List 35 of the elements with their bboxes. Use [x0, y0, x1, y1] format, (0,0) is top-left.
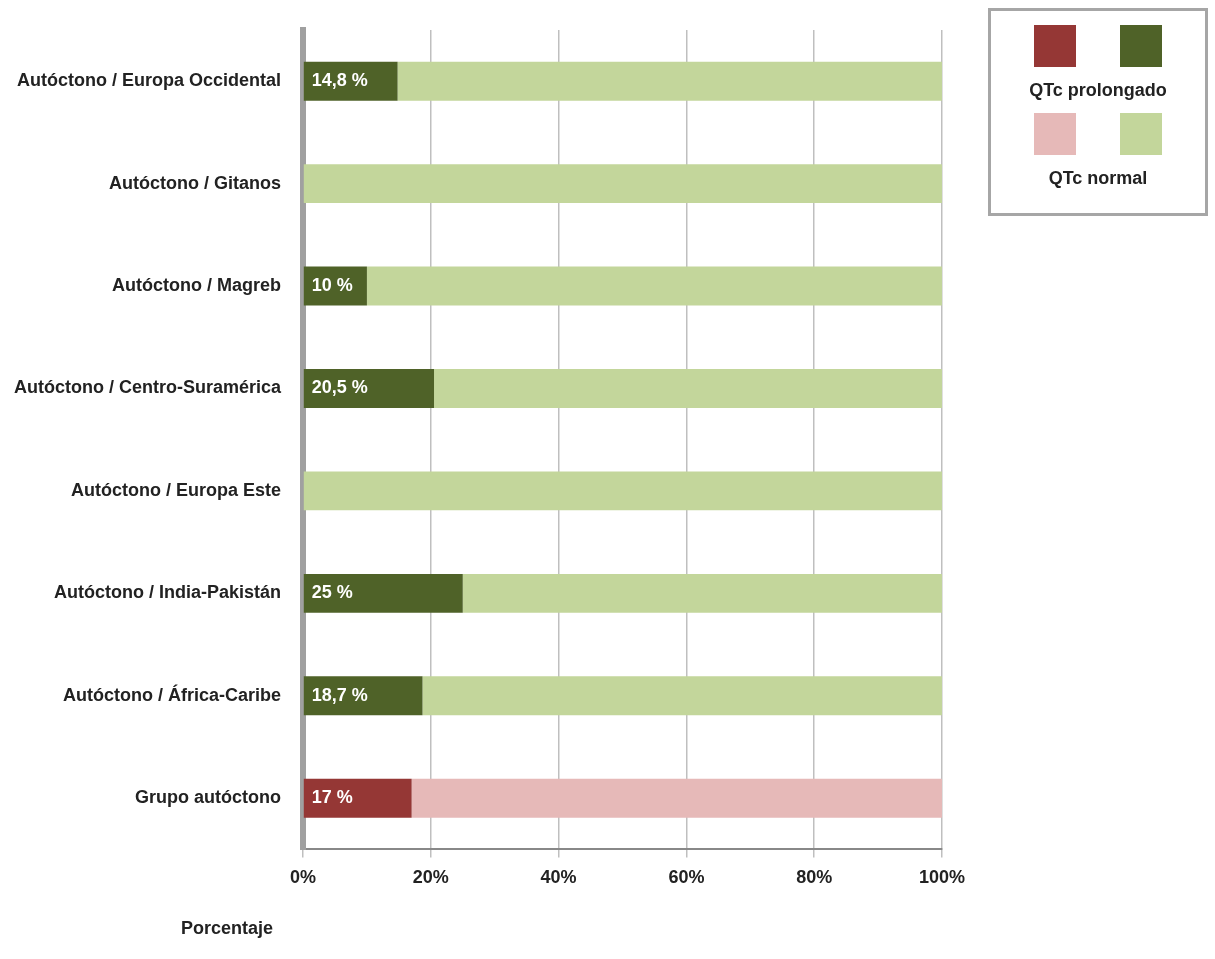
legend-label: QTc prolongado: [1028, 80, 1168, 101]
bar: [366, 266, 942, 306]
x-tick-label: 20%: [412, 867, 449, 888]
data-label: 17 %: [311, 787, 353, 808]
y-tick-label: Autóctono / Europa Occidental: [17, 70, 282, 91]
bar: [303, 573, 463, 613]
bar: [303, 369, 435, 408]
bar: [303, 164, 942, 204]
bar: [303, 676, 423, 716]
bar: [462, 573, 942, 613]
y-tick-label: Grupo autóctono: [135, 787, 282, 808]
data-label: 25 %: [311, 582, 353, 603]
data-label: 14,8 %: [311, 70, 368, 91]
bar: [397, 61, 942, 101]
y-tick-label: Autóctono / África-Caribe: [63, 683, 282, 705]
y-tick-label: Autóctono / Europa Este: [71, 479, 282, 500]
bar: [434, 369, 942, 408]
y-tick-label: Autóctono / Magreb: [112, 275, 282, 296]
x-tick-label: 60%: [668, 867, 705, 888]
x-axis-title: Porcentaje: [180, 917, 274, 938]
x-tick-label: 0%: [290, 867, 317, 888]
x-tick-label: 80%: [796, 867, 833, 888]
data-label: 20,5 %: [311, 377, 368, 398]
data-label: 10 %: [311, 275, 353, 296]
bar: [411, 778, 942, 818]
y-tick-label: Autóctono / Gitanos: [109, 172, 282, 193]
x-tick-label: 40%: [540, 867, 577, 888]
data-label: 18,7 %: [311, 684, 368, 705]
y-tick-label: Autóctono / Centro-Suramérica: [14, 377, 283, 398]
legend-label: QTc normal: [1047, 168, 1149, 189]
bar: [303, 778, 412, 818]
bar: [303, 471, 942, 511]
x-tick-label: 100%: [918, 867, 965, 888]
y-tick-label: Autóctono / India-Pakistán: [54, 582, 282, 603]
bar: [422, 676, 942, 716]
